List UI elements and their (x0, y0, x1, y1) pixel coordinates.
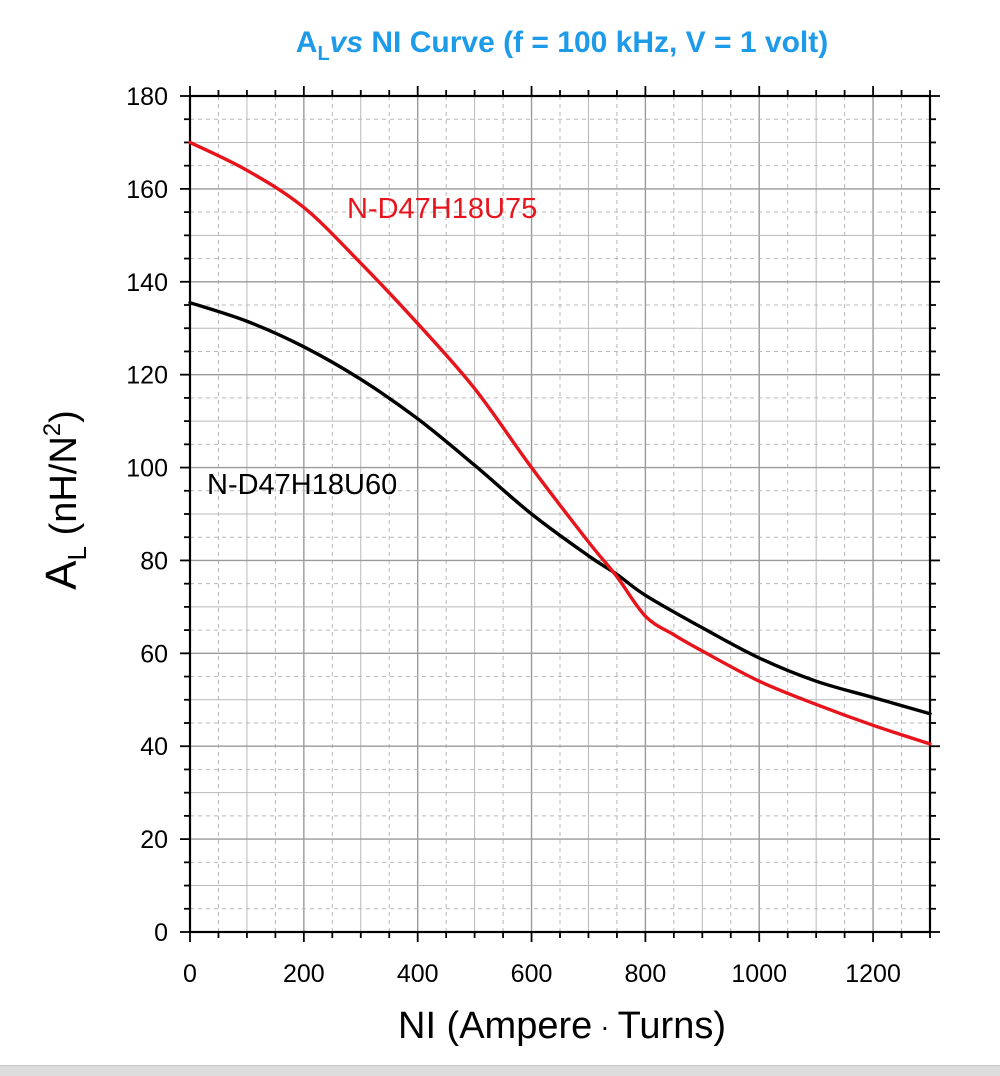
x-axis-title-left: NI (Ampere (398, 1005, 592, 1047)
y-tick-labels: 0 20 40 60 80 100 120 140 160 180 (126, 83, 168, 947)
y-tick-label: 60 (140, 640, 168, 668)
y-axis-title-end: ) (43, 410, 85, 423)
series-label-n-d47h18u75: N-D47H18U75 (347, 193, 537, 225)
y-axis-title-subscript: L (62, 546, 92, 560)
x-tick-label: 400 (397, 960, 439, 988)
title-vs: vs (330, 26, 363, 59)
x-axis-title-dot: · (600, 1011, 609, 1042)
y-axis-title-superscript: 2 (39, 423, 66, 436)
title-rest: NI Curve (f = 100 kHz, V = 1 volt) (363, 26, 828, 59)
y-tick-label: 180 (126, 83, 168, 111)
series-lines (188, 140, 932, 746)
x-tick-label: 200 (283, 960, 325, 988)
x-axis-title-right: Turns) (618, 1005, 726, 1047)
y-tick-label: 140 (126, 269, 168, 297)
x-tick-label: 1000 (731, 960, 787, 988)
window-bottom-strip (0, 1065, 1000, 1076)
y-tick-label: 80 (140, 547, 168, 575)
plot-frame (188, 94, 932, 934)
x-tick-labels: 0 200 400 600 800 1000 1200 (183, 960, 901, 988)
x-tick-label: 0 (183, 960, 197, 988)
x-tick-label: 800 (625, 960, 667, 988)
y-tick-label: 120 (126, 362, 168, 390)
y-axis-title-a: A (37, 560, 86, 590)
series-line-n-d47h18u60 (188, 300, 932, 716)
x-axis-title: NI (Ampere · Turns) (398, 1005, 726, 1047)
x-tick-label: 1200 (845, 960, 901, 988)
chart-title: ALvs NI Curve (f = 100 kHz, V = 1 volt) (296, 26, 828, 65)
y-tick-label: 20 (140, 826, 168, 854)
series-line-n-d47h18u75 (188, 140, 932, 746)
y-tick-label: 0 (154, 919, 168, 947)
x-tick-label: 600 (511, 960, 553, 988)
grid (190, 96, 930, 932)
y-axis-title: AL (nH/N2) (37, 410, 92, 590)
title-subscript: L (317, 43, 329, 65)
y-tick-label: 40 (140, 733, 168, 761)
y-axis-title-mid: (nH/N (43, 436, 85, 546)
title-a: A (296, 26, 318, 59)
major-ticks (180, 86, 940, 942)
series-label-n-d47h18u60: N-D47H18U60 (207, 469, 397, 501)
y-tick-label: 100 (126, 455, 168, 483)
y-tick-label: 160 (126, 176, 168, 204)
